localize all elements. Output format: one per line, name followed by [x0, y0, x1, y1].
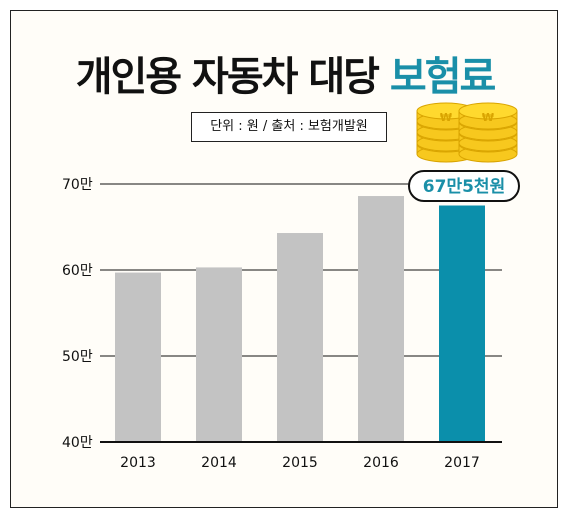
title-main: 개인용 자동차 대당 — [75, 54, 380, 100]
x-tick-label: 2014 — [201, 455, 237, 471]
chart-title: 개인용 자동차 대당 보험료 — [0, 44, 570, 102]
y-tick-label: 50만 — [62, 349, 93, 365]
y-tick-label: 40만 — [62, 435, 93, 451]
title-highlight: 보험료 — [389, 54, 496, 100]
svg-text:₩: ₩ — [440, 111, 452, 124]
coin-stack-icon: ₩ — [458, 102, 518, 163]
x-tick-label: 2017 — [444, 455, 480, 471]
callout-label: 67만5천원 — [423, 177, 505, 197]
bar — [358, 196, 404, 442]
y-tick-label: 60만 — [62, 263, 93, 279]
bar — [196, 267, 242, 442]
source-note: 단위 : 원 / 출처 : 보험개발원 — [191, 112, 387, 142]
bar — [439, 205, 485, 442]
highlight-callout: 67만5천원 — [408, 170, 520, 202]
bar — [277, 233, 323, 442]
x-tick-label: 2013 — [120, 455, 156, 471]
bar — [115, 272, 161, 442]
callout-box — [408, 170, 520, 202]
x-tick-label: 2016 — [363, 455, 399, 471]
x-tick-label: 2015 — [282, 455, 318, 471]
svg-text:₩: ₩ — [482, 111, 494, 124]
y-tick-label: 70만 — [62, 177, 93, 193]
